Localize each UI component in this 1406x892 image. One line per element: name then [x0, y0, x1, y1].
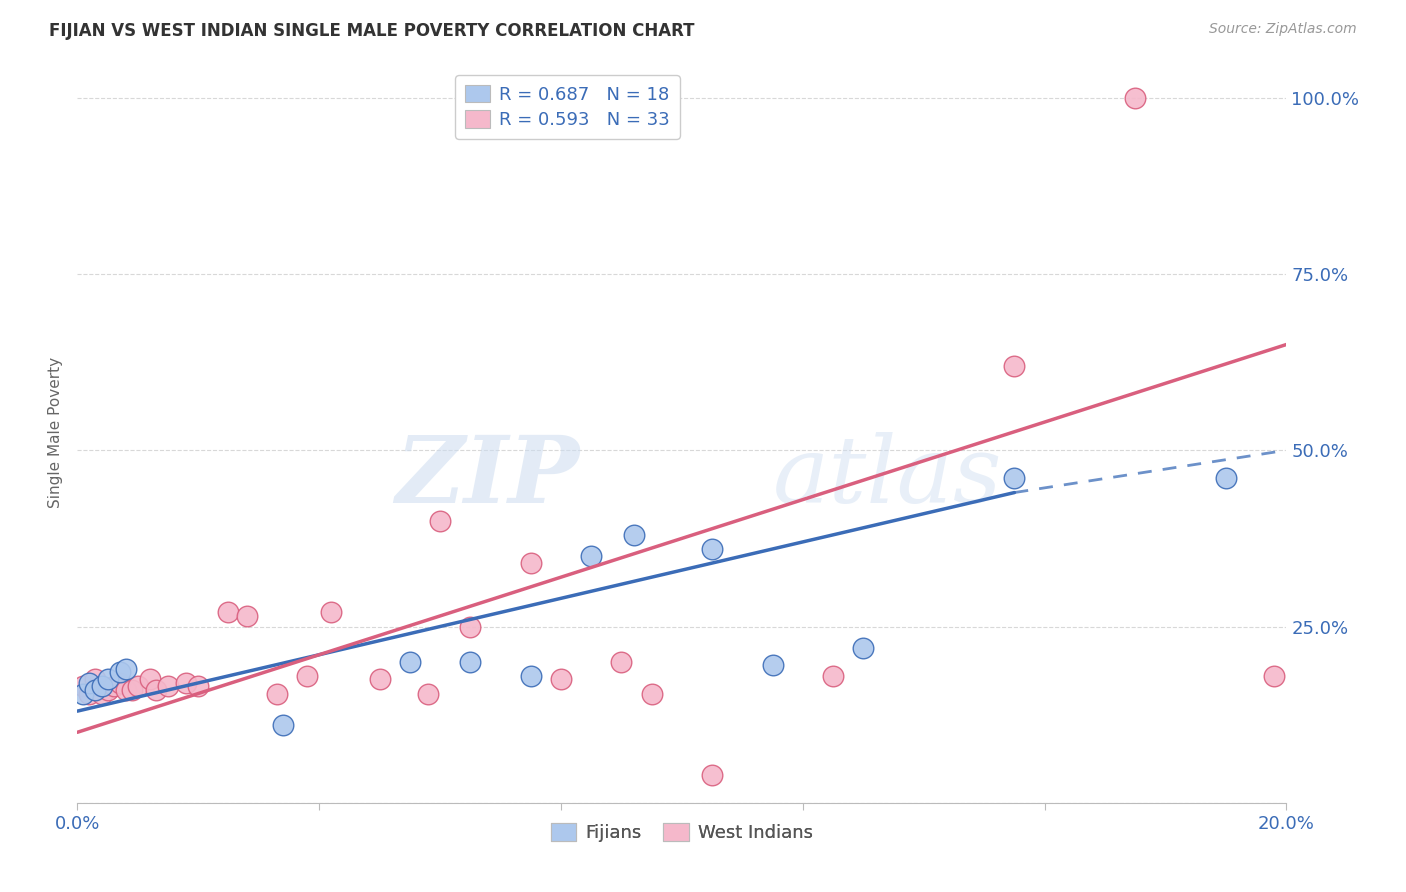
Point [581, 549, 603, 563]
Point [114, 683, 136, 698]
Text: atlas: atlas [773, 432, 1002, 522]
Point [610, 655, 633, 669]
Point [90, 686, 112, 700]
Point [266, 686, 288, 700]
Point [1215, 471, 1237, 485]
Point [235, 609, 257, 624]
Point [416, 686, 439, 700]
Point [79, 676, 101, 690]
Point [852, 640, 875, 655]
Point [139, 673, 162, 687]
Point [429, 514, 451, 528]
Point [72, 686, 94, 700]
Point [84, 673, 107, 687]
Point [79, 686, 101, 700]
Point [187, 680, 209, 694]
Point [1123, 91, 1146, 105]
Point [90, 680, 112, 694]
Point [145, 683, 167, 698]
Point [127, 680, 149, 694]
Point [702, 767, 724, 781]
Point [114, 662, 136, 676]
Point [1004, 471, 1026, 485]
Point [295, 669, 318, 683]
Legend: Fijians, West Indians: Fijians, West Indians [544, 816, 820, 849]
Point [218, 606, 240, 620]
Text: FIJIAN VS WEST INDIAN SINGLE MALE POVERTY CORRELATION CHART: FIJIAN VS WEST INDIAN SINGLE MALE POVERT… [49, 22, 695, 40]
Y-axis label: Single Male Poverty: Single Male Poverty [48, 357, 63, 508]
Point [157, 680, 180, 694]
Point [84, 683, 107, 698]
Point [271, 718, 294, 732]
Point [108, 665, 131, 680]
Point [72, 680, 94, 694]
Point [821, 669, 844, 683]
Text: Source: ZipAtlas.com: Source: ZipAtlas.com [1209, 22, 1357, 37]
Point [702, 541, 724, 556]
Point [1263, 669, 1285, 683]
Point [762, 658, 785, 673]
Text: ZIP: ZIP [395, 432, 579, 522]
Point [458, 619, 481, 633]
Point [399, 655, 422, 669]
Point [96, 673, 118, 687]
Point [174, 676, 197, 690]
Point [108, 676, 131, 690]
Point [550, 673, 572, 687]
Point [368, 673, 391, 687]
Point [520, 556, 543, 570]
Point [103, 680, 125, 694]
Point [321, 606, 343, 620]
Point [96, 683, 118, 698]
Point [623, 528, 645, 542]
Point [1004, 359, 1026, 373]
Point [458, 655, 481, 669]
Point [121, 683, 143, 698]
Point [641, 686, 664, 700]
Point [520, 669, 543, 683]
